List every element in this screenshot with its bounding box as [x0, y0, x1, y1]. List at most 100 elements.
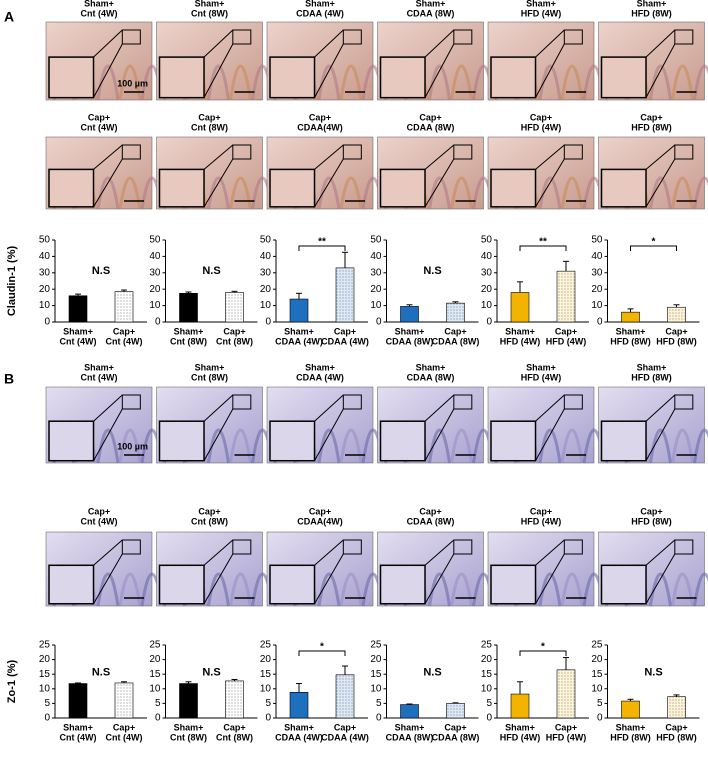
zoom-source [453, 29, 473, 45]
micrograph [266, 21, 385, 101]
x-tick-label: Cap+ [334, 722, 356, 732]
y-tick-label: 10 [481, 683, 493, 694]
micrograph-label: CDAA (8W) [407, 122, 455, 132]
micrograph-label: Cap+ [640, 112, 662, 122]
y-tick-label: 40 [260, 251, 272, 262]
zoom-inset [269, 56, 316, 99]
zoom-source [563, 144, 583, 160]
zoom-line [645, 144, 676, 170]
zoom-line [203, 29, 234, 58]
zoom-inset [379, 420, 426, 462]
y-tick-label: 20 [481, 284, 493, 295]
zoom-source [342, 29, 362, 45]
error-bar [231, 678, 238, 681]
tissue-fold [339, 428, 363, 464]
zoom-line [93, 539, 123, 566]
x-tick-label: Cnt (4W) [106, 336, 143, 346]
zoom-line [424, 553, 455, 605]
x-tick-label: Cap+ [113, 326, 135, 336]
x-tick-label: CDAA (4W) [321, 336, 369, 346]
bar [114, 291, 134, 323]
y-tick-label: 0 [486, 317, 492, 328]
micrograph-label: Cap+ [530, 112, 552, 122]
micrograph-label: HFD (4W) [521, 516, 562, 526]
x-tick-label: Cap+ [444, 722, 466, 732]
zoom-source [674, 144, 694, 160]
y-tick-label: 50 [481, 235, 493, 246]
micrograph [598, 21, 708, 101]
tissue-fold [693, 176, 708, 210]
micrograph [487, 136, 606, 210]
error-bar [563, 657, 569, 670]
bar [667, 306, 686, 323]
micrograph [45, 531, 164, 607]
tissue-fold [207, 572, 230, 607]
significance-label: N.S [92, 667, 110, 679]
tissue-fold [649, 572, 672, 607]
error-bar [121, 289, 127, 292]
tissue-fold [317, 572, 341, 607]
y-tick-label: 50 [370, 235, 382, 246]
zoom-source [232, 394, 252, 410]
y-tick-label: 0 [376, 317, 382, 328]
zoom-source [121, 539, 141, 555]
significance-label: ** [539, 237, 547, 248]
bar [225, 680, 244, 719]
error-bar [342, 251, 348, 268]
significance-label: N.S [202, 265, 220, 277]
zoom-inset [379, 56, 426, 99]
y-tick-label: 30 [481, 267, 493, 278]
y-tick-label: 10 [370, 300, 382, 311]
zoom-inset [490, 564, 537, 605]
micrograph-label: HFD (8W) [631, 122, 672, 132]
y-tick-label: 0 [376, 713, 382, 724]
tissue-fold [428, 176, 451, 210]
tissue-fold [229, 428, 252, 464]
micrograph-label: Cnt (4W) [81, 122, 118, 132]
tissue-fold [229, 572, 252, 607]
error-bar [517, 281, 523, 293]
zoom-line [314, 158, 344, 208]
micrograph-label: Cnt (8W) [191, 8, 228, 18]
tissue-fold [560, 428, 584, 464]
y-tick-label: 50 [260, 235, 272, 246]
tissue-fold [317, 176, 341, 210]
y-tick-label: 20 [260, 284, 272, 295]
y-tick-label: 0 [265, 317, 271, 328]
significance-label: * [320, 642, 324, 653]
micrograph-label: Cap+ [88, 506, 110, 516]
error-bar [452, 301, 459, 304]
bar [510, 693, 530, 719]
zoom-inset [490, 168, 537, 208]
tissue-fold [118, 176, 142, 210]
significance-bracket [630, 245, 677, 251]
zoom-line [645, 553, 676, 605]
x-tick-label: CDAA (4W) [321, 732, 369, 742]
tissue-fold [671, 572, 694, 607]
y-tick-label: 30 [149, 267, 161, 278]
zoom-source [453, 394, 473, 410]
micrograph-label: CDAA(4W) [297, 516, 343, 526]
y-tick-label: 20 [591, 284, 603, 295]
zoom-inset [490, 420, 537, 462]
bar [225, 292, 244, 323]
y-tick-label: 0 [155, 713, 161, 724]
tissue-fold [538, 176, 562, 210]
x-tick-label: Cnt (8W) [216, 336, 253, 346]
y-axis-label: Claudin-1 (%) [6, 246, 18, 317]
zoom-inset [600, 168, 647, 208]
significance-label: N.S [644, 667, 662, 679]
micrograph-label: Sham+ [84, 0, 114, 8]
x-tick-label: Cnt (4W) [60, 732, 97, 742]
bar [556, 270, 576, 323]
x-tick-label: Cnt (4W) [106, 732, 143, 742]
zoom-line [535, 394, 565, 422]
zoom-line [314, 553, 344, 605]
bar [400, 306, 419, 323]
micrograph-label: Cap+ [419, 506, 441, 516]
tissue-fold [450, 428, 473, 464]
tissue-fold [118, 428, 142, 464]
zoom-line [535, 408, 565, 461]
x-tick-label: Cap+ [113, 722, 135, 732]
